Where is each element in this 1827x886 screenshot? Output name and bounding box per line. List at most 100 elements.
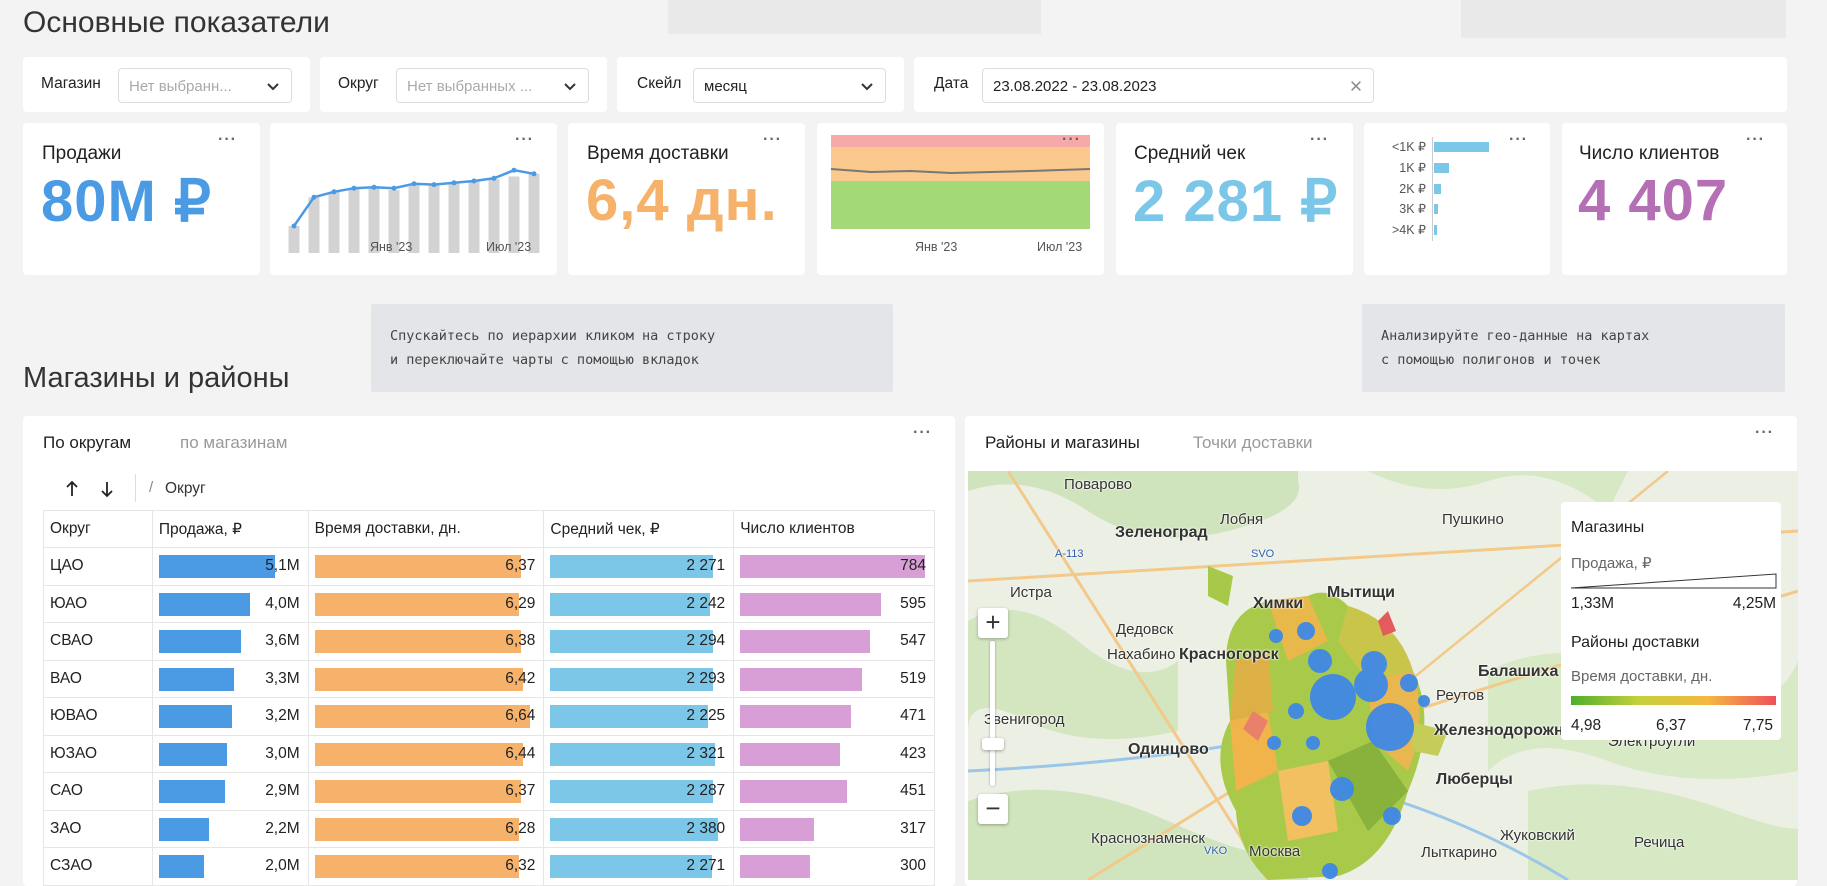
legend-grad-max: 7,75 <box>1742 717 1773 734</box>
check-cell: 2 293 <box>543 659 735 698</box>
sales-value: 2,9M <box>265 782 300 799</box>
delivery-cell: 6,28 <box>307 809 545 848</box>
legend-grad-mid: 6,37 <box>1656 717 1687 734</box>
date-range-input[interactable]: 23.08.2022 - 23.08.2023 <box>982 68 1374 103</box>
kpi-check-value: 2 281 ₽ <box>1133 169 1339 234</box>
clients-cell: 547 <box>733 622 935 661</box>
sales-trend-bar <box>328 191 340 253</box>
column-header[interactable]: Число клиентов <box>733 510 935 548</box>
check-bar <box>550 705 709 728</box>
table-row[interactable]: ЮЗАО 3,0M 6,44 2 321 423 <box>43 734 935 773</box>
more-icon[interactable]: ··· <box>1062 131 1081 148</box>
map-place-label: A-113 <box>1055 548 1084 560</box>
sales-trend-point <box>311 194 317 200</box>
zoom-in-button[interactable]: + <box>978 608 1008 638</box>
table-row[interactable]: ВАО 3,3M 6,42 2 293 519 <box>43 659 935 698</box>
check-cell: 2 321 <box>543 734 735 773</box>
delivery-bar <box>314 555 522 578</box>
kpi-sales-value: 80M ₽ <box>41 169 212 234</box>
more-icon[interactable]: ··· <box>1509 131 1528 148</box>
sales-value: 2,2M <box>265 819 300 837</box>
zoom-slider[interactable] <box>990 641 995 786</box>
sort-up-icon[interactable] <box>65 480 79 498</box>
sales-bar <box>158 855 205 878</box>
column-header[interactable]: Продажа, ₽ <box>151 510 309 548</box>
tab-by-store[interactable]: по магазинам <box>180 433 288 452</box>
check-value: 2 271 <box>686 857 726 874</box>
zoom-out-button[interactable]: − <box>978 794 1008 824</box>
column-header[interactable]: Округ <box>43 510 153 548</box>
tab-delivery-points[interactable]: Точки доставки <box>1193 433 1313 452</box>
kpi-check-card: Средний чек ··· 2 281 ₽ <box>1116 123 1353 275</box>
sales-trend-bar <box>488 179 500 253</box>
zoom-slider-handle[interactable] <box>982 738 1004 750</box>
table-row[interactable]: ЗАО 2,2M 6,28 2 380 317 <box>43 809 935 848</box>
table-row[interactable]: ЦАО 5,1M 6,37 2 271 784 <box>43 547 935 586</box>
legend-stores-max: 4,25M <box>1732 595 1776 612</box>
sales-bar <box>158 742 228 766</box>
map-place-label: Зеленоград <box>1115 524 1208 541</box>
delivery-value: 6,37 <box>505 782 536 799</box>
map-place-label: VKO <box>1204 845 1228 857</box>
table-row[interactable]: СВАО 3,6M 6,38 2 294 547 <box>43 622 935 661</box>
delivery-bar <box>314 817 519 841</box>
breadcrumb[interactable]: Округ <box>165 480 206 497</box>
sales-trend-point <box>531 171 537 177</box>
map-place-label: Звенигород <box>984 711 1065 728</box>
sales-bar <box>158 667 235 691</box>
more-icon[interactable]: ··· <box>913 424 932 441</box>
check-value: 2 271 <box>686 557 726 574</box>
kpi-check-title: Средний чек <box>1134 143 1246 164</box>
sales-trend-bar <box>448 182 460 253</box>
sales-trend-point <box>491 175 497 181</box>
scale-select[interactable]: месяц <box>693 68 886 103</box>
note-line: Спускайтесь по иерархии кликом на строку <box>390 328 716 344</box>
tab-districts-stores[interactable]: Районы и магазины <box>985 433 1140 452</box>
sales-trend-point <box>331 189 337 195</box>
clients-cell: 519 <box>733 659 935 698</box>
table-row[interactable]: САО 2,9M 6,37 2 287 451 <box>43 772 935 811</box>
check-value: 2 293 <box>686 669 726 687</box>
check-bar <box>550 855 712 878</box>
sales-trend-bar <box>528 173 540 253</box>
check-hist-row: 3K ₽ <box>1374 199 1524 221</box>
clients-cell: 471 <box>733 697 935 736</box>
map-place-label: Истра <box>1010 584 1052 601</box>
more-icon[interactable]: ··· <box>218 131 237 148</box>
sales-cell: 3,6M <box>151 622 309 661</box>
sales-cell: 4,0M <box>151 584 309 623</box>
more-icon[interactable]: ··· <box>515 131 534 148</box>
column-header[interactable]: Время доставки, дн. <box>307 510 545 548</box>
more-icon[interactable]: ··· <box>1755 424 1774 441</box>
store-select[interactable]: Нет выбранн... <box>118 68 292 103</box>
table-row[interactable]: СЗАО 2,0M 6,32 2 271 300 <box>43 847 935 886</box>
tab-by-district[interactable]: По округам <box>43 433 132 452</box>
map-place-label: SVO <box>1251 548 1275 560</box>
table-row[interactable]: ЮАО 4,0M 6,29 2 242 595 <box>43 584 935 623</box>
note-line: и переключайте чарты с помощью вкладок <box>390 352 699 368</box>
map-place-label: Жуковский <box>1500 827 1575 844</box>
clients-bar <box>740 817 815 841</box>
table-row[interactable]: ЮВАО 3,2M 6,64 2 225 471 <box>43 697 935 736</box>
district-name: ЮЗАО <box>43 734 153 773</box>
sales-bar <box>158 555 275 578</box>
sales-cell: 3,2M <box>151 697 309 736</box>
district-select[interactable]: Нет выбранных ... <box>396 68 589 103</box>
district-name: ВАО <box>43 659 153 698</box>
more-icon[interactable]: ··· <box>1310 131 1329 148</box>
map-view[interactable]: Поварово Лобня Пушкино Зеленоград SVO A-113 Ис… <box>968 471 1798 880</box>
more-icon[interactable]: ··· <box>1746 131 1765 148</box>
sales-trend-point <box>451 180 457 186</box>
kpi-sales-card: Продажи ··· 80M ₽ <box>23 123 260 275</box>
legend-grad-min: 4,98 <box>1571 717 1602 734</box>
column-header[interactable]: Средний чек, ₽ <box>543 510 735 548</box>
clear-icon[interactable] <box>1349 79 1363 93</box>
map-place-label: Химки <box>1253 595 1304 612</box>
check-bar <box>550 780 714 803</box>
more-icon[interactable]: ··· <box>763 131 782 148</box>
legend-gradient <box>1571 696 1776 705</box>
sort-down-icon[interactable] <box>100 480 114 498</box>
kpi-clients-card: Число клиентов ··· 4 407 <box>1562 123 1787 275</box>
check-hist-axis <box>1432 220 1433 242</box>
clients-value: 519 <box>900 669 926 687</box>
